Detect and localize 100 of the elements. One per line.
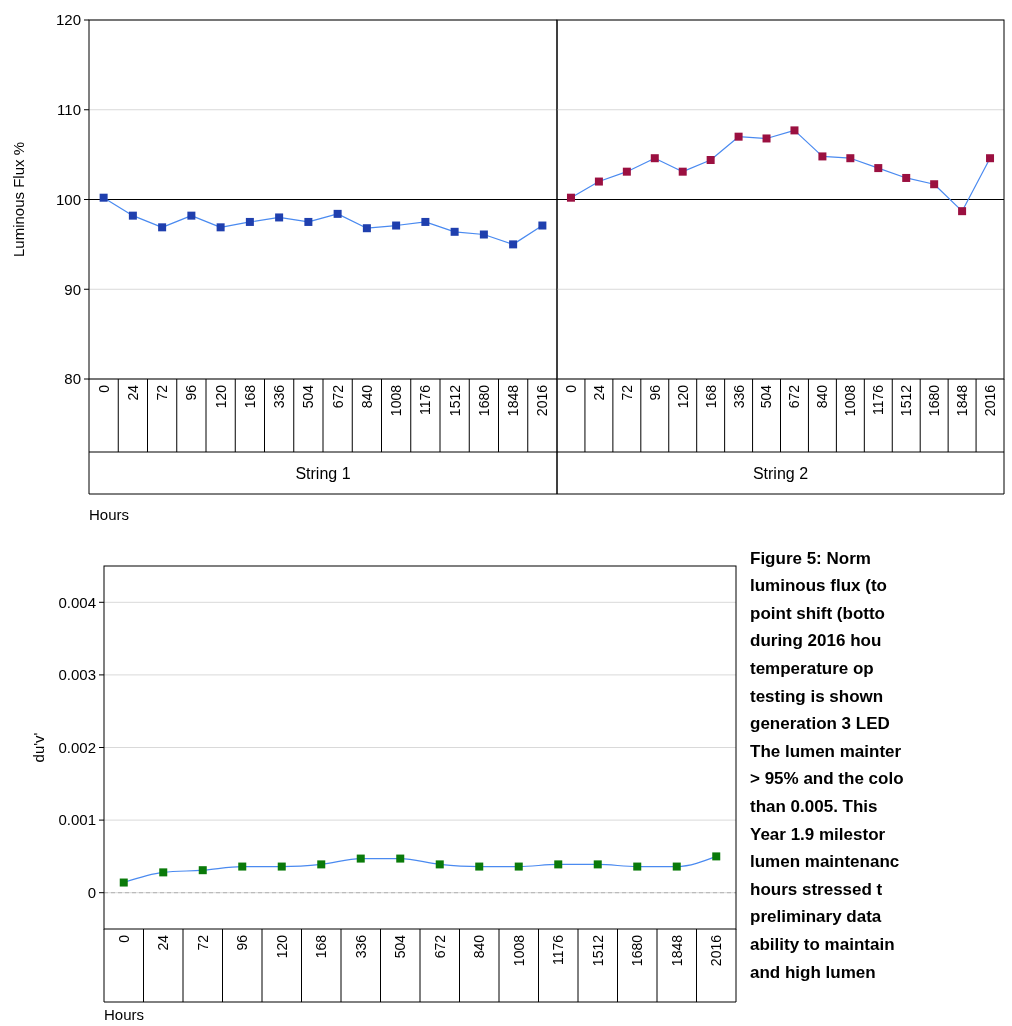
point xyxy=(396,854,405,863)
point xyxy=(245,217,254,226)
x-tick-label: 2016 xyxy=(534,384,551,417)
x-tick-label: 24 xyxy=(124,384,141,401)
point xyxy=(818,152,827,161)
point xyxy=(158,223,167,232)
x-tick-label: 1848 xyxy=(668,934,685,967)
x-tick-label: 1680 xyxy=(629,934,646,967)
point xyxy=(566,193,575,202)
x-tick-label: 24 xyxy=(590,384,607,401)
point xyxy=(475,862,484,871)
x-tick-label: 336 xyxy=(271,384,288,409)
x-tick-label: 2016 xyxy=(708,934,725,967)
point xyxy=(958,207,967,216)
x-tick-label: 72 xyxy=(154,384,171,401)
point xyxy=(762,134,771,143)
point xyxy=(450,227,459,236)
point xyxy=(790,126,799,135)
y-tick-label: 0.003 xyxy=(58,666,96,684)
point xyxy=(421,217,430,226)
point xyxy=(514,862,523,871)
point xyxy=(435,860,444,869)
x-tick-label: 336 xyxy=(730,384,747,409)
x-tick-label: 1848 xyxy=(953,384,970,417)
y-tick-label: 0 xyxy=(87,883,96,901)
x-tick-label: 168 xyxy=(313,934,330,959)
x-tick-label: 168 xyxy=(241,384,258,409)
point xyxy=(275,213,284,222)
x-tick-label: 120 xyxy=(212,384,229,409)
point xyxy=(706,156,715,165)
y-tick-label: 100 xyxy=(55,190,81,208)
x-tick-label: 2016 xyxy=(981,384,998,417)
y-axis-title: Luminous Flux % xyxy=(10,141,27,258)
x-tick-label: 72 xyxy=(194,934,211,951)
y-tick-label: 0.004 xyxy=(58,593,96,611)
x-tick-label: 504 xyxy=(300,384,317,409)
x-tick-label: 672 xyxy=(786,384,803,409)
x-tick-label: 1512 xyxy=(446,384,463,417)
x-tick-label: 840 xyxy=(358,384,375,409)
x-tick-label: 96 xyxy=(234,934,251,951)
point xyxy=(622,167,631,176)
point xyxy=(216,223,225,232)
text: Figure 5: Norm luminous flux (to point shift (botto during 2016 hou temperature op testing is shown generation 3 LED The lumen mainter > 95% and the colo than 0.005. This Year 1.9 milestor lumen maintenanc hours stressed t preliminary data ability to maintain and high lumen xyxy=(750,548,904,982)
x-tick-label: 1008 xyxy=(510,934,527,967)
y-tick-label: 90 xyxy=(64,280,81,298)
x-tick-label: 1512 xyxy=(898,384,915,417)
point xyxy=(392,221,401,230)
point xyxy=(356,854,365,863)
y-tick-label: 120 xyxy=(55,11,81,29)
y-tick-label: 110 xyxy=(57,101,81,118)
point xyxy=(902,173,911,182)
x-tick-label: 120 xyxy=(273,934,290,959)
point xyxy=(678,167,687,176)
point xyxy=(986,154,995,163)
point xyxy=(633,862,642,871)
x-tick-label: 0 xyxy=(95,384,112,393)
x-tick-label: 1176 xyxy=(870,384,887,416)
x-tick-label: 672 xyxy=(329,384,346,409)
x-tick-label: 1176 xyxy=(550,934,567,966)
x-tick-label: 1008 xyxy=(842,384,859,417)
x-tick-label: 840 xyxy=(814,384,831,409)
x-tick-label: 336 xyxy=(352,934,369,959)
x-tick-label: 168 xyxy=(702,384,719,409)
point xyxy=(874,164,883,173)
point xyxy=(317,860,326,869)
point xyxy=(128,211,137,220)
x-tick-label: 1848 xyxy=(505,384,522,417)
x-tick-label: 72 xyxy=(618,384,635,401)
point xyxy=(554,860,563,869)
x-tick-label: 0 xyxy=(562,384,579,393)
point xyxy=(538,221,547,230)
point xyxy=(159,868,168,877)
x-tick-label: 1176 xyxy=(417,384,434,416)
point xyxy=(198,866,207,875)
point xyxy=(277,862,286,871)
point xyxy=(304,217,313,226)
point xyxy=(509,240,518,249)
y-tick-label: 80 xyxy=(64,370,81,388)
x-tick-label: 504 xyxy=(758,384,775,409)
point xyxy=(333,209,342,218)
point xyxy=(930,180,939,189)
x-tick-label: 1680 xyxy=(475,384,492,417)
text: String 2 xyxy=(752,464,809,482)
point xyxy=(187,211,196,220)
point xyxy=(734,132,743,141)
point xyxy=(846,154,855,163)
point xyxy=(594,177,603,186)
point xyxy=(238,862,247,871)
x-tick-label: 504 xyxy=(392,934,409,959)
x-tick-label: 1008 xyxy=(388,384,405,417)
x-tick-label: 96 xyxy=(183,384,200,401)
x-axis-title: Hours xyxy=(104,1006,145,1023)
x-tick-label: 0 xyxy=(115,934,132,943)
x-tick-label: 672 xyxy=(431,934,448,959)
point xyxy=(362,224,371,233)
point xyxy=(479,230,488,239)
x-tick-label: 24 xyxy=(155,934,172,951)
point xyxy=(712,852,721,861)
y-axis-title: du'v' xyxy=(30,732,47,763)
y-tick-label: 0.002 xyxy=(58,738,96,756)
